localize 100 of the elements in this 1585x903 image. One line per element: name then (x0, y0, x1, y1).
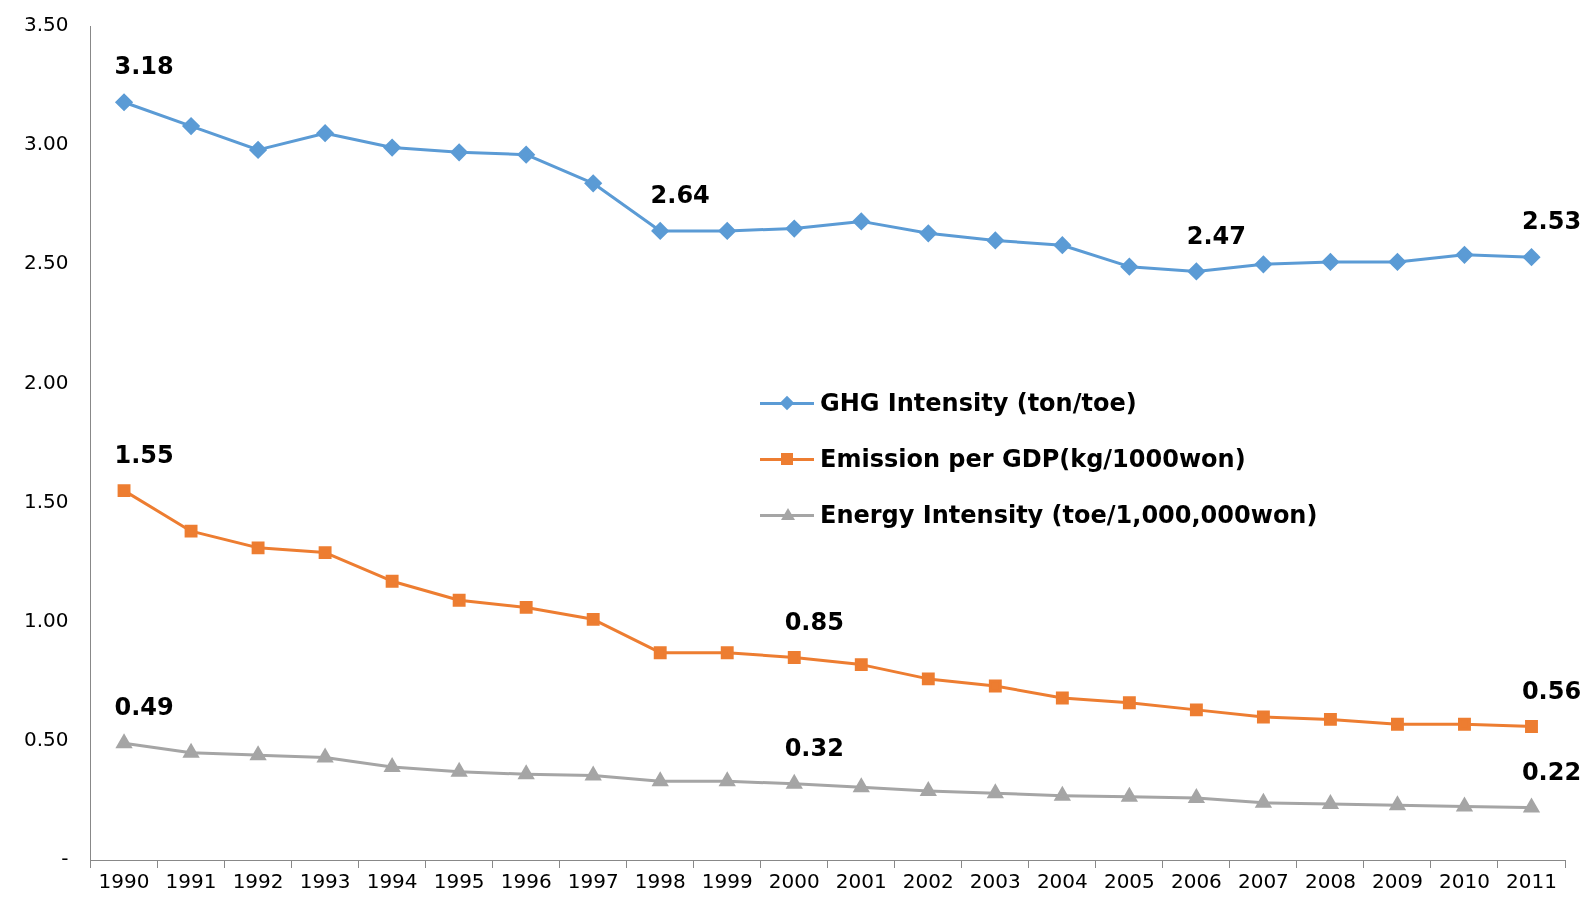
point (385, 574, 399, 588)
data-label: 0.85 (784, 607, 844, 636)
point (1053, 236, 1071, 254)
point (383, 139, 401, 157)
point (183, 744, 199, 758)
point (518, 765, 534, 780)
point (720, 646, 734, 660)
y-tick-label: 1.00 (24, 607, 69, 632)
legend-label: Emission per GDP(kg/1000won) (820, 445, 1246, 473)
point (519, 600, 533, 614)
legend-label: Energy Intensity (toe/1,000,000won) (820, 501, 1318, 529)
x-tick-label: 1990 (98, 869, 150, 894)
point (317, 749, 333, 763)
x-tick-label: 2006 (1170, 869, 1222, 894)
point (251, 541, 265, 555)
point (718, 222, 736, 240)
point (652, 772, 668, 787)
point (1455, 246, 1473, 264)
x-tick-label: 1997 (567, 869, 619, 894)
point (921, 672, 935, 686)
point (854, 658, 868, 672)
data-label: 0.56 (1521, 676, 1582, 705)
x-tick-label: 2001 (835, 869, 887, 894)
data-label: 2.47 (1186, 221, 1246, 250)
point (1188, 789, 1204, 804)
data-label: 0.49 (114, 693, 174, 722)
point (384, 758, 400, 773)
point (586, 612, 600, 626)
x-tick-label: 2000 (768, 869, 820, 894)
point (1254, 255, 1272, 273)
point (786, 775, 802, 789)
point (1523, 799, 1540, 813)
point (919, 224, 937, 242)
data-label: 2.64 (650, 181, 710, 210)
x-tick-label: 1998 (634, 869, 686, 894)
x-tick-label: 2009 (1371, 869, 1423, 894)
x-tick-label: 2008 (1304, 869, 1356, 894)
point (1054, 787, 1070, 801)
point (1525, 720, 1538, 734)
point (988, 679, 1002, 693)
point (1189, 703, 1203, 717)
point (719, 772, 735, 787)
point (1055, 691, 1069, 705)
point (853, 778, 869, 793)
point (1122, 696, 1136, 710)
point (987, 784, 1003, 799)
data-label: 1.55 (114, 440, 174, 469)
x-tick-label: 2005 (1103, 869, 1155, 894)
x-tick-label: 2002 (902, 869, 954, 894)
point (653, 646, 667, 660)
point (1256, 710, 1270, 724)
point (1391, 717, 1404, 731)
point (452, 593, 466, 607)
point (852, 212, 870, 230)
x-tick-label: 2007 (1237, 869, 1289, 894)
x-tick-label: 1994 (366, 869, 418, 894)
x-tick-label: 1992 (232, 869, 284, 894)
point (1322, 795, 1338, 809)
point (1121, 788, 1137, 802)
point (1389, 796, 1406, 811)
point (451, 763, 467, 777)
point (116, 734, 132, 749)
y-tick-label: 1.50 (24, 488, 69, 513)
point (250, 746, 266, 761)
point (117, 484, 131, 498)
x-tick-label: 2003 (969, 869, 1021, 894)
point (1323, 712, 1337, 726)
legend-label: GHG Intensity (ton/toe) (820, 389, 1137, 417)
data-label: 0.22 (1521, 757, 1582, 786)
point (920, 782, 936, 796)
point (1187, 262, 1205, 280)
point (585, 766, 601, 781)
y-tick-label: - (61, 846, 69, 871)
point (584, 174, 602, 192)
point (1458, 717, 1471, 731)
point (787, 651, 801, 664)
point (1321, 253, 1339, 271)
x-tick-label: 1991 (165, 869, 217, 894)
point (318, 546, 332, 560)
x-tick-label: 1999 (701, 869, 753, 894)
point (1522, 248, 1540, 266)
point (450, 143, 468, 161)
point (115, 93, 133, 111)
y-tick-label: 3.00 (24, 131, 69, 156)
point (249, 141, 267, 159)
point (651, 222, 669, 240)
x-tick-label: 1993 (299, 869, 351, 894)
x-tick-label: 2011 (1506, 869, 1557, 894)
point (1120, 258, 1138, 276)
point (184, 524, 198, 538)
y-tick-label: 2.00 (24, 369, 69, 394)
point (182, 117, 200, 135)
y-tick-label: 2.50 (24, 250, 69, 275)
point (986, 231, 1004, 249)
data-label: 0.32 (784, 733, 844, 762)
point (517, 146, 535, 164)
data-label: 2.53 (1521, 207, 1582, 236)
y-tick-label: 0.50 (24, 727, 69, 752)
y-tick-label: 3.50 (24, 12, 69, 37)
x-tick-label: 2004 (1036, 869, 1088, 894)
